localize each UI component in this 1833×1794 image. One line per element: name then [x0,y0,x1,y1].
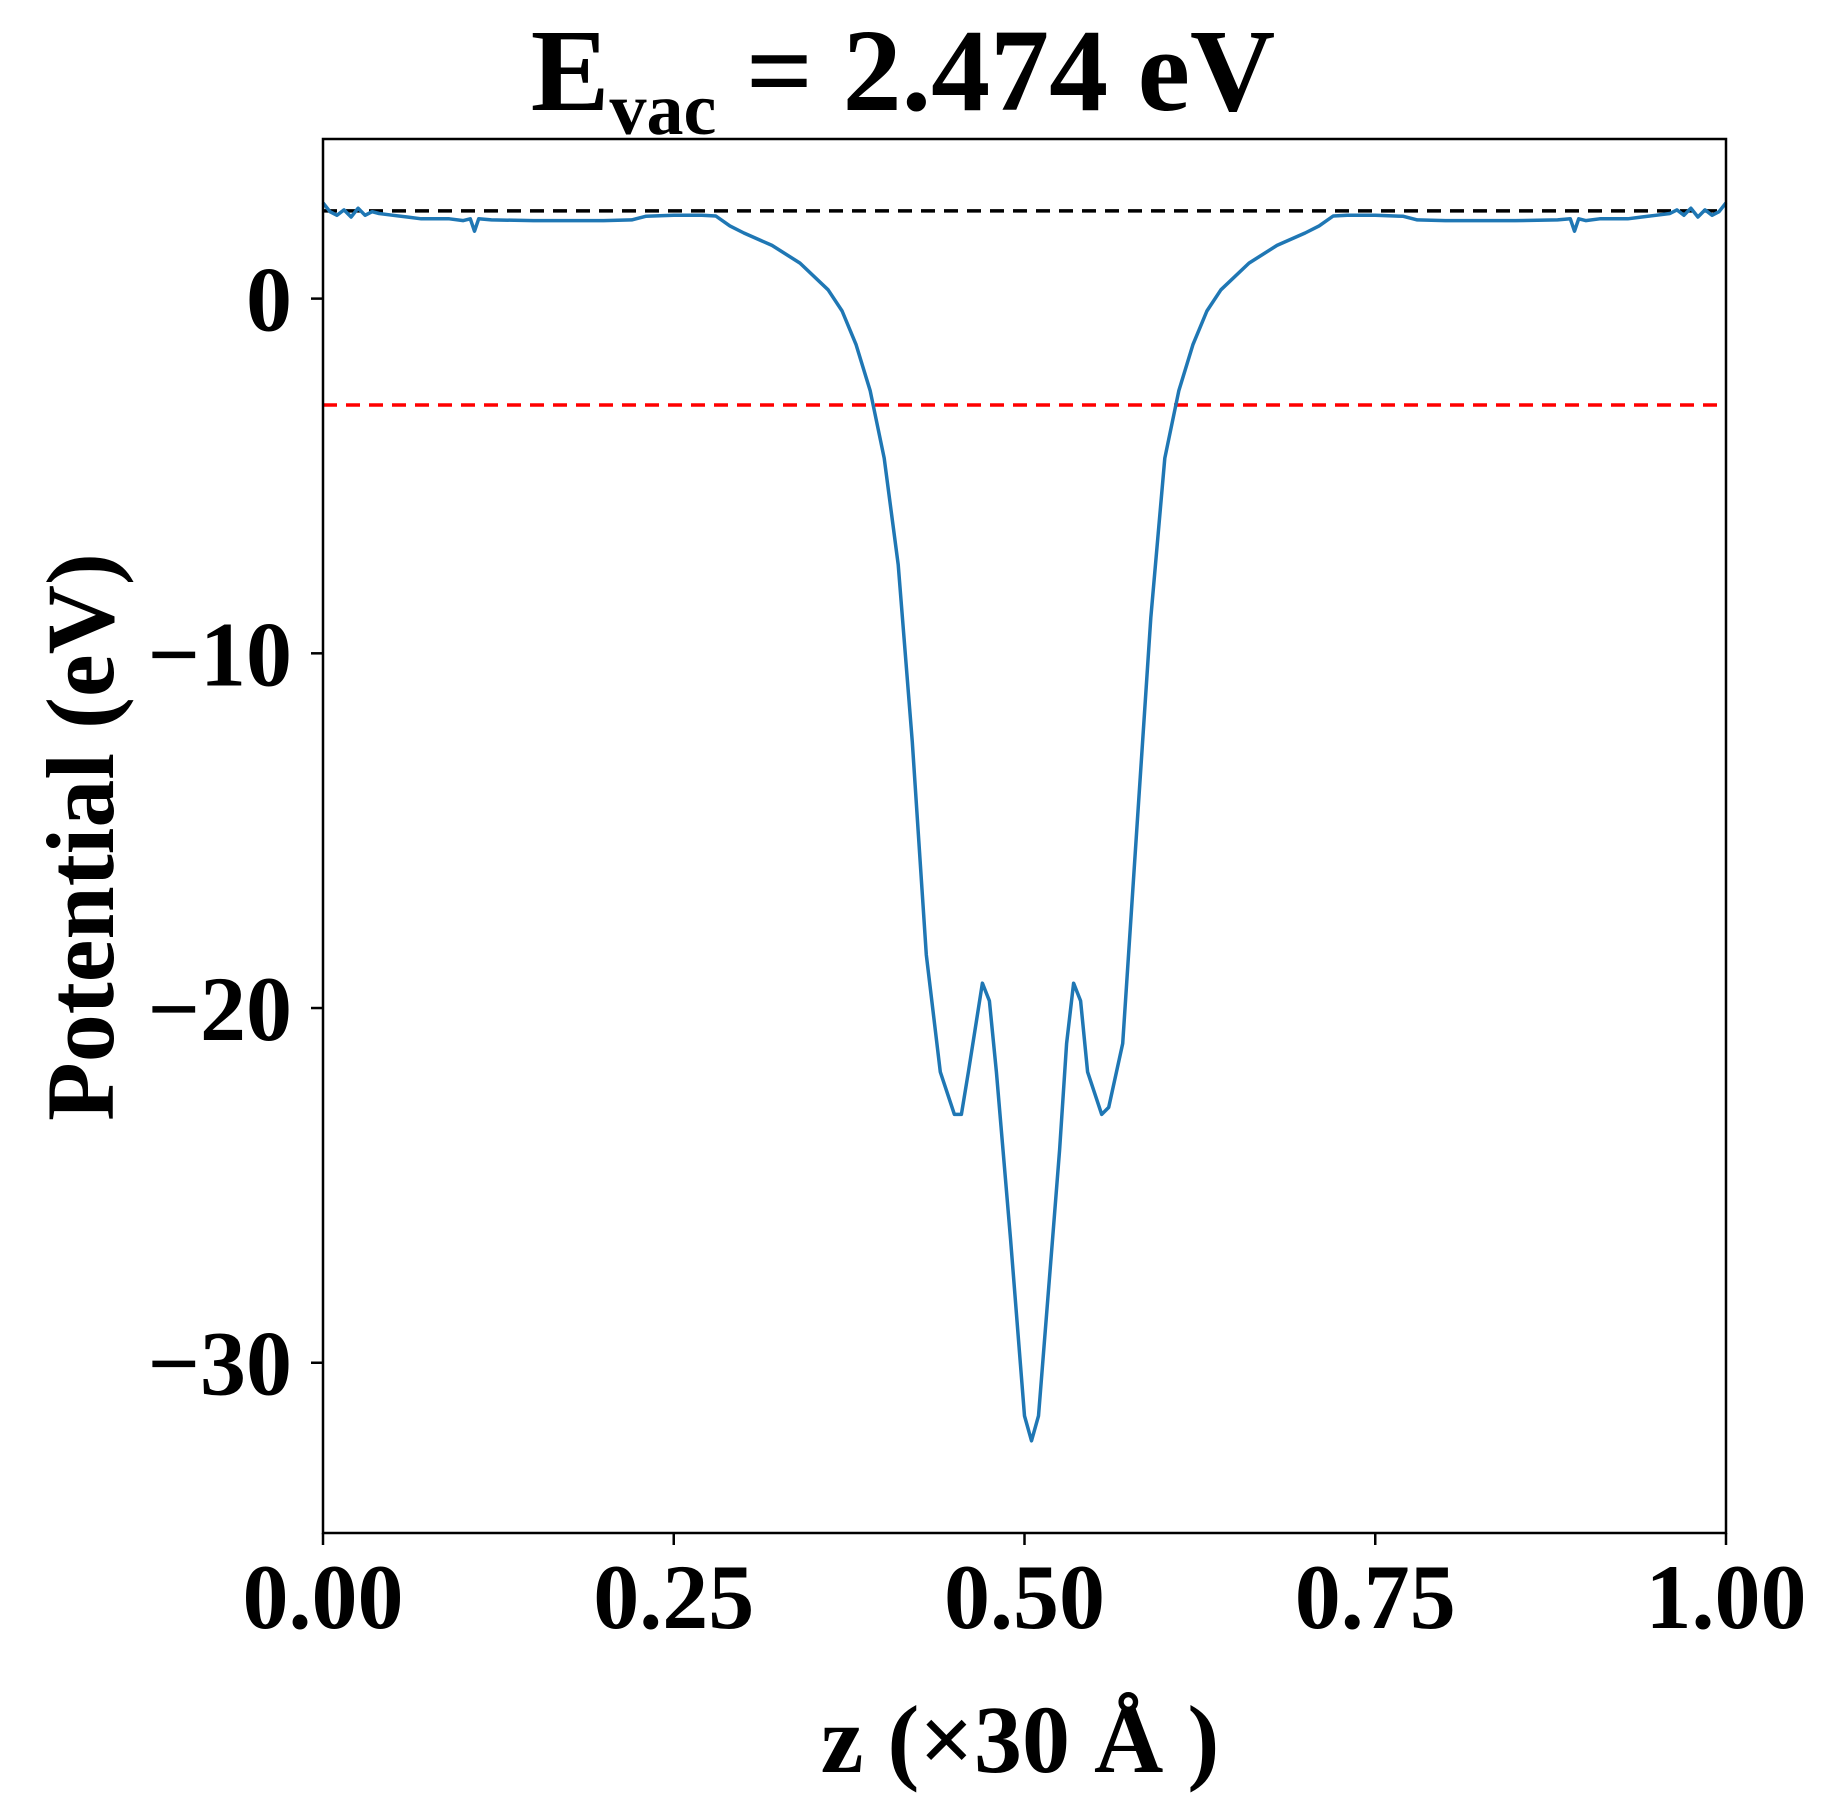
chart-title-subscript: vac [610,69,717,151]
x-tick-label: 0.25 [593,1546,754,1648]
x-axis-label: z (×30 Å ) [821,1686,1220,1793]
x-axis: 0.00 0.25 0.50 0.75 1.00 [243,1533,1807,1648]
chart-title-main: E [531,5,610,136]
x-tick-label: 1.00 [1646,1546,1807,1648]
y-tick-label: −10 [148,603,292,705]
axes-frame [321,137,1728,1535]
x-tick-label: 0.50 [944,1546,1105,1648]
chart-title-rest: = 2.474 eV [716,5,1275,136]
y-axis-label: Potential (eV) [27,553,134,1121]
y-tick-label: −30 [148,1313,292,1415]
x-tick-label: 0.75 [1295,1546,1456,1648]
y-tick-label: 0 [246,249,292,351]
x-tick-label: 0.00 [243,1546,404,1648]
y-tick-label: −20 [148,958,292,1060]
plot-area [321,137,1728,1535]
potential-series-line [321,201,1728,1443]
chart-title: Evac = 2.474 eV [531,5,1275,151]
y-axis: 0 −10 −20 −30 [148,249,323,1415]
